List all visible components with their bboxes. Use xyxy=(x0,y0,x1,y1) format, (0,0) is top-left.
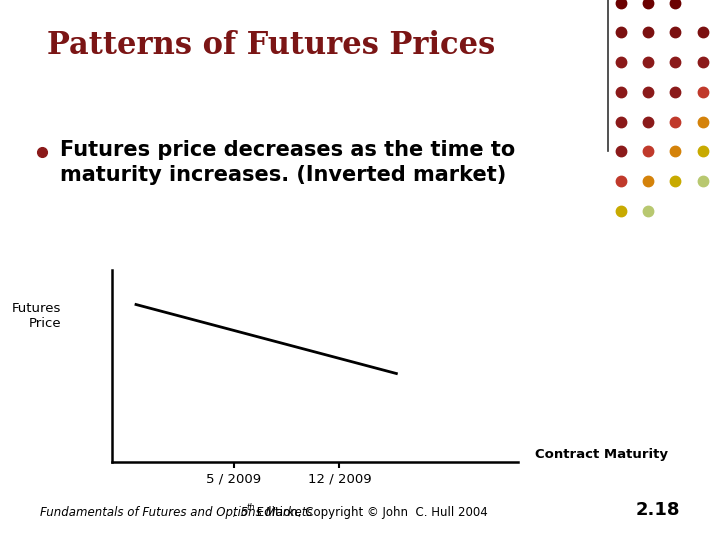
Text: Fundamentals of Futures and Options Markets: Fundamentals of Futures and Options Mark… xyxy=(40,507,312,519)
Text: Futures
Price: Futures Price xyxy=(12,302,61,330)
Text: Edition, Copyright © John  C. Hull 2004: Edition, Copyright © John C. Hull 2004 xyxy=(253,507,487,519)
Text: Patterns of Futures Prices: Patterns of Futures Prices xyxy=(47,30,495,60)
Text: th: th xyxy=(246,503,255,512)
Text: , 5: , 5 xyxy=(233,507,248,519)
Text: Futures price decreases as the time to: Futures price decreases as the time to xyxy=(60,140,515,160)
Text: Contract Maturity: Contract Maturity xyxy=(535,448,667,461)
Text: maturity increases. (Inverted market): maturity increases. (Inverted market) xyxy=(60,165,506,185)
Text: 2.18: 2.18 xyxy=(636,502,680,519)
